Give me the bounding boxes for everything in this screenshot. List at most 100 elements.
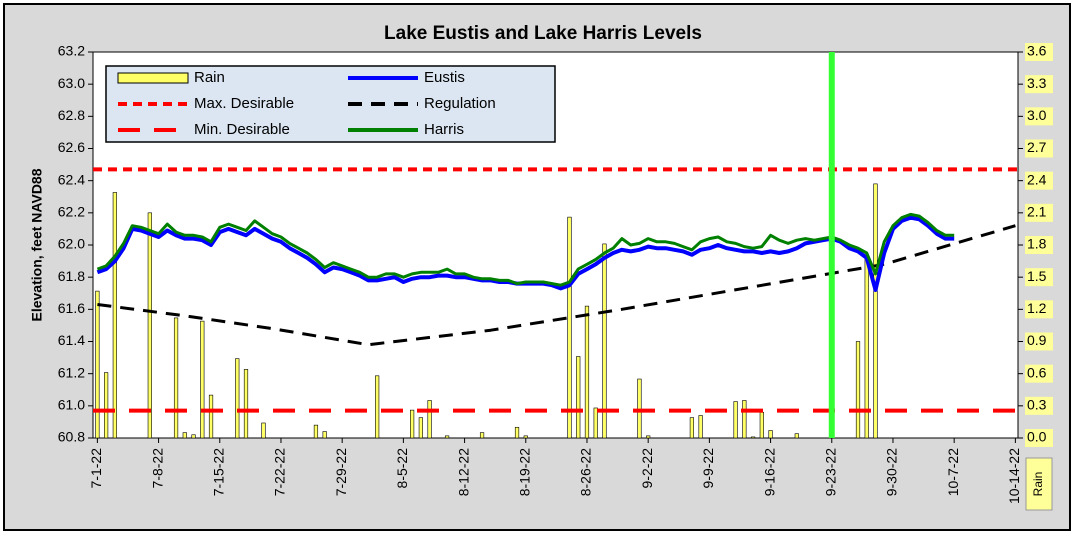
y2-tick-label: 2.1 bbox=[1027, 204, 1047, 220]
y2-tick-label: 3.6 bbox=[1027, 43, 1047, 59]
rain-bar bbox=[427, 400, 432, 439]
x-tick-label: 8-12-22 bbox=[455, 448, 471, 496]
rain-bar bbox=[418, 417, 423, 439]
y2-tick-box bbox=[1025, 75, 1053, 94]
y2-axis-label: Rain bbox=[1031, 472, 1045, 497]
legend-label: Rain bbox=[194, 69, 225, 86]
y-tick-label: 62.4 bbox=[58, 171, 85, 187]
rain-bar bbox=[576, 356, 581, 439]
rain-bar bbox=[742, 400, 747, 439]
y2-tick-box bbox=[1025, 364, 1053, 383]
y2-tick-label: 3.0 bbox=[1027, 107, 1047, 123]
y2-tick-label: 0.6 bbox=[1027, 364, 1047, 380]
y2-tick-box bbox=[1025, 171, 1053, 190]
y2-tick-label: 3.3 bbox=[1027, 75, 1047, 91]
y2-tick-label: 1.8 bbox=[1027, 236, 1047, 252]
rain-bar bbox=[873, 183, 878, 439]
rain-bar bbox=[479, 432, 485, 439]
y-tick-label: 61.0 bbox=[58, 397, 85, 413]
y2-tick-label: 0.9 bbox=[1027, 332, 1047, 348]
y-tick-label: 62.0 bbox=[58, 236, 85, 252]
y-tick-label: 61.4 bbox=[58, 332, 85, 348]
legend-label: Min. Desirable bbox=[194, 121, 290, 138]
x-tick-label: 9-16-22 bbox=[761, 448, 777, 496]
rain-bar bbox=[243, 369, 249, 439]
line-1 bbox=[96, 215, 955, 292]
y2-tick-label: 1.5 bbox=[1027, 268, 1047, 284]
y-tick-label: 62.2 bbox=[58, 204, 85, 220]
rain-bar bbox=[855, 341, 861, 439]
y2-tick-label: 1.2 bbox=[1027, 300, 1047, 316]
rain-bar bbox=[235, 358, 240, 439]
y2-tick-box bbox=[1025, 236, 1053, 254]
rain-bar bbox=[593, 407, 598, 439]
rain-bar bbox=[173, 317, 179, 439]
x-tick-label: 9-23-22 bbox=[822, 448, 838, 496]
rain-bar bbox=[759, 411, 764, 439]
y-tick-label: 62.6 bbox=[58, 139, 85, 155]
rain-bar bbox=[182, 432, 187, 439]
y-tick-label: 63.0 bbox=[58, 75, 85, 91]
x-tick-label: 9-9-22 bbox=[700, 448, 716, 489]
rain-bar bbox=[602, 243, 607, 439]
rain-bar bbox=[733, 401, 738, 439]
x-tick-label: 9-30-22 bbox=[884, 448, 900, 496]
rain-bar bbox=[794, 433, 799, 439]
rain-bar bbox=[584, 305, 590, 439]
rain-bar bbox=[191, 434, 196, 439]
rain-bar bbox=[514, 426, 520, 439]
rain-bar bbox=[112, 192, 117, 439]
y-tick-label: 62.8 bbox=[58, 107, 85, 123]
rain-bar bbox=[200, 320, 205, 439]
x-tick-label: 7-15-22 bbox=[210, 448, 226, 496]
x-tick-label: 10-7-22 bbox=[945, 448, 961, 496]
rain-bar bbox=[410, 409, 415, 439]
y2-tick-box bbox=[1025, 139, 1053, 158]
y2-tick-box bbox=[1025, 429, 1053, 447]
x-tick-label: 8-26-22 bbox=[578, 448, 594, 496]
rain-bar bbox=[147, 212, 152, 439]
y2-tick-box bbox=[1025, 332, 1053, 351]
line-5 bbox=[96, 212, 955, 287]
rain-bar bbox=[523, 435, 528, 439]
legend-label: Regulation bbox=[424, 95, 496, 112]
y2-tick-box bbox=[1025, 43, 1053, 61]
y2-tick-label: 0.0 bbox=[1027, 429, 1047, 445]
rain-bar bbox=[698, 415, 703, 439]
legend-label: Eustis bbox=[424, 69, 465, 86]
legend-label: Max. Desirable bbox=[194, 95, 294, 112]
x-tick-label: 7-22-22 bbox=[272, 448, 288, 496]
rain-bar bbox=[689, 417, 694, 439]
rain-bar bbox=[444, 435, 450, 439]
rain-bar bbox=[261, 422, 266, 439]
y2-tick-box bbox=[1025, 203, 1053, 222]
x-tick-label: 8-19-22 bbox=[516, 448, 532, 496]
y-tick-label: 60.8 bbox=[58, 429, 85, 445]
x-tick-label: 7-1-22 bbox=[88, 448, 104, 489]
rain-bar bbox=[208, 394, 214, 439]
y2-tick-box bbox=[1025, 396, 1053, 415]
y2-tick-label: 0.3 bbox=[1027, 397, 1047, 413]
x-tick-label: 10-14-22 bbox=[1006, 448, 1022, 504]
rain-bar bbox=[567, 216, 572, 439]
y-tick-label: 61.2 bbox=[58, 364, 85, 380]
rain-bar bbox=[313, 424, 319, 439]
legend-label: Harris bbox=[424, 121, 464, 138]
y-tick-label: 63.2 bbox=[58, 43, 85, 59]
y2-label-box bbox=[1025, 457, 1053, 511]
rain-bar bbox=[95, 290, 100, 439]
x-tick-label: 9-2-22 bbox=[639, 448, 655, 489]
y-tick-label: 61.8 bbox=[58, 268, 85, 284]
rain-bar bbox=[768, 430, 773, 439]
y-tick-label: 61.6 bbox=[58, 300, 85, 316]
y2-tick-box bbox=[1025, 300, 1053, 319]
x-tick-label: 7-29-22 bbox=[333, 448, 349, 496]
rain-bar bbox=[375, 375, 380, 439]
y2-tick-label: 2.7 bbox=[1027, 139, 1047, 155]
chart-title: Lake Eustis and Lake Harris Levels bbox=[384, 23, 702, 44]
rain-bar bbox=[750, 436, 756, 439]
x-tick-label: 8-5-22 bbox=[394, 448, 410, 489]
rain-bar bbox=[322, 431, 327, 439]
rain-bar bbox=[637, 378, 642, 439]
